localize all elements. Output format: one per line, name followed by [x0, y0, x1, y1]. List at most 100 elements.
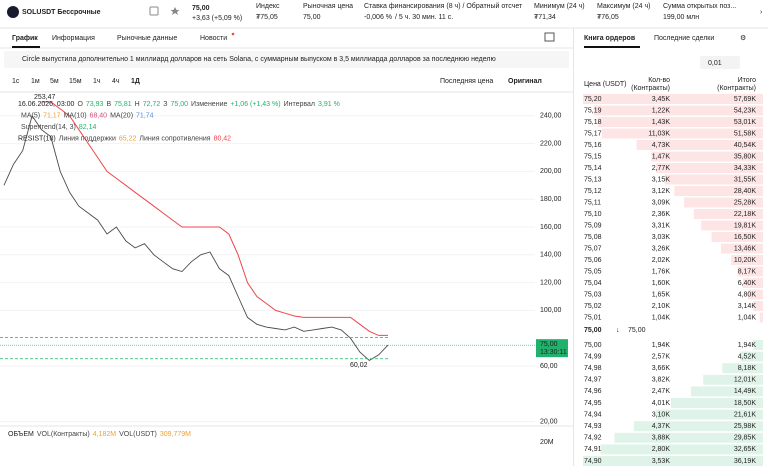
depth-bar	[743, 278, 763, 288]
tab-underline	[584, 46, 640, 48]
depth-bar	[674, 186, 763, 196]
star-icon[interactable]	[170, 7, 180, 15]
order-price: 75,20	[584, 96, 602, 103]
order-cell: 2,10K	[652, 303, 671, 310]
order-cell: 25,28K	[734, 199, 757, 206]
order-price: 74,95	[584, 400, 602, 407]
price-tag	[536, 339, 568, 358]
volume-legend: ОБЪЕМ VOL(Контракты) 4,182M VOL(USDT) 309,77…	[8, 431, 191, 438]
order-price: 74,94	[584, 411, 602, 418]
price-type: Последняя цена	[440, 78, 493, 85]
legend-value: 71,74	[136, 112, 154, 119]
tab: График	[12, 35, 38, 42]
legend-label: MA(20)	[110, 112, 133, 119]
order-cell: 36,19K	[734, 458, 757, 465]
interval: 1ч	[93, 78, 101, 85]
order-cell: 3,53K	[652, 458, 671, 465]
legend-value: 75,81	[114, 101, 132, 108]
order-cell: 8,17K	[738, 268, 757, 275]
step: 0,01	[708, 60, 722, 67]
icon[interactable]	[149, 6, 159, 16]
depth-bar	[583, 456, 763, 466]
stat-label: Рыночная цена	[303, 3, 353, 10]
legend-value: 309,779M	[160, 431, 191, 438]
price-tag-time: 13:30:11	[540, 349, 567, 356]
order-cell: 25,98K	[734, 423, 757, 430]
legend-value: 65,22	[119, 135, 137, 142]
order-cell: 3,31K	[652, 222, 671, 229]
order-cell: 2,80K	[652, 446, 671, 453]
price-line	[3, 114, 389, 361]
depth-bar	[737, 266, 763, 277]
order-price: 75,13	[584, 176, 602, 183]
legend-row: 16.06.2026, 03:00 О 73,93 В 75,81 Н 72,72 З 75,0…	[18, 101, 340, 108]
icon[interactable]: ⚙	[740, 34, 746, 42]
order-price: 74,96	[584, 388, 602, 395]
column-header: (Контракты)	[717, 85, 756, 92]
order-cell: 14,49K	[734, 388, 757, 395]
order-cell: 34,33K	[734, 165, 757, 172]
order-cell: 2,47K	[652, 388, 671, 395]
order-cell: 1,60K	[652, 280, 671, 287]
banner-bg	[4, 51, 569, 68]
tab: Информация	[52, 35, 95, 42]
view: Оригинал	[508, 78, 542, 85]
order-cell: 1,65K	[652, 291, 671, 298]
legend-value: 68,40	[90, 112, 108, 119]
order-price: 75,08	[584, 234, 602, 241]
y-tick-label: 220,00	[540, 140, 562, 147]
order-cell: 2,36K	[652, 211, 671, 218]
order-cell: 1,47K	[652, 153, 671, 160]
order-cell: 4,01K	[652, 400, 671, 407]
logo	[7, 6, 19, 18]
legend-text: RESIST(10)	[18, 135, 56, 142]
order-cell: 31,55K	[734, 176, 757, 183]
y-tick-label: 160,00	[540, 224, 562, 231]
order-cell: 13,46K	[734, 245, 757, 252]
stat-label: Минимум (24 ч)	[534, 3, 585, 10]
legend-label: VOL(USDT)	[119, 431, 157, 438]
legend-label: MA(10)	[64, 112, 87, 119]
icon[interactable]	[544, 32, 555, 42]
order-cell: 3,88K	[652, 435, 671, 442]
order-cell: 1,04K	[652, 314, 671, 321]
order-cell: 1,04K	[738, 314, 757, 321]
order-price: 75,16	[584, 142, 602, 149]
depth-bar	[602, 128, 763, 139]
legend-label: О	[77, 101, 83, 108]
order-cell: 10,20K	[734, 257, 757, 264]
order-price: 74,91	[584, 446, 602, 453]
tab: Книга ордеров	[584, 35, 636, 42]
depth-bar	[731, 255, 763, 265]
chevron[interactable]: ›	[760, 9, 763, 16]
order-cell: 4,80K	[738, 291, 757, 298]
order-price: 75,00	[584, 342, 602, 349]
depth-bar	[711, 232, 763, 242]
order-price: 75,01	[584, 314, 602, 321]
order-cell: 35,80K	[734, 153, 757, 160]
order-cell: 1,94K	[738, 342, 757, 349]
order-cell: 4,73K	[652, 142, 671, 149]
depth-bar	[664, 174, 763, 185]
order-cell: 3,03K	[652, 234, 671, 241]
order-cell: 32,65K	[734, 446, 757, 453]
y-tick-label: 140,00	[540, 252, 562, 259]
depth-bar	[753, 340, 763, 350]
legend-label: VOL(Контракты)	[37, 431, 90, 438]
column-header: (Контракты)	[631, 85, 670, 92]
order-cell: 28,40K	[734, 188, 757, 195]
stat-value: ₮76,05	[597, 14, 619, 21]
depth-bar	[670, 398, 763, 408]
interval: 1Д	[131, 78, 140, 85]
order-cell: 3,45K	[652, 96, 671, 103]
legend-value: 3,91 %	[318, 101, 340, 108]
order-cell: 1,22K	[652, 107, 671, 114]
order-cell: 2,57K	[652, 353, 671, 360]
depth-bar	[748, 289, 763, 300]
order-cell: 1,76K	[652, 268, 671, 275]
order-price: 75,09	[584, 222, 602, 229]
step-select	[700, 56, 740, 69]
tab-underline	[12, 46, 40, 48]
